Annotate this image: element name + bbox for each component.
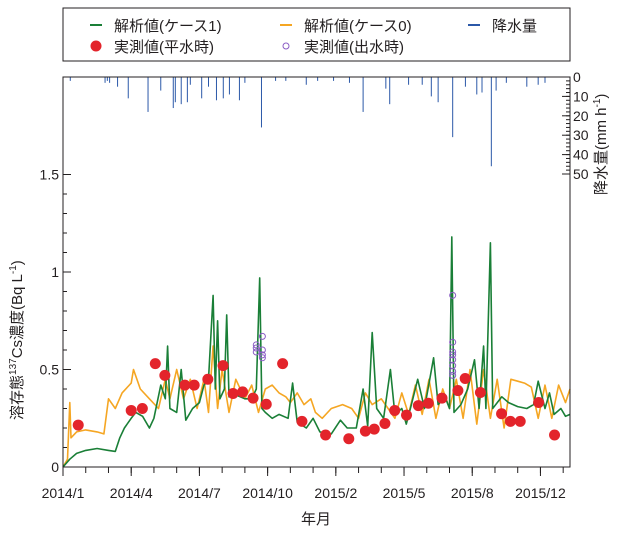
point-obs-flood	[449, 351, 457, 359]
y2-tick-label: 40	[573, 147, 589, 163]
y2-tick-label: 0	[573, 69, 581, 85]
point-obs-base	[514, 415, 526, 427]
point-obs-base	[459, 372, 471, 384]
series-line-case1	[62, 236, 571, 468]
point-obs-base	[159, 369, 171, 381]
y2-tick-label: 10	[573, 88, 589, 104]
x-tick-label: 2015/2	[314, 485, 357, 501]
point-obs-flood	[449, 291, 457, 299]
legend-label-rain: 降水量	[492, 18, 537, 35]
legend-label-obs-base: 実測値(平水時)	[114, 39, 214, 56]
y-axis-label: 溶存態137Cs濃度(Bq L-1)	[8, 260, 26, 420]
x-tick-label: 2015/8	[451, 485, 494, 501]
point-obs-base	[504, 415, 516, 427]
y-tick-label: 0	[51, 459, 59, 475]
point-obs-base	[320, 429, 332, 441]
point-obs-base	[401, 409, 413, 421]
legend-label-case0: 解析値(ケース0)	[304, 18, 412, 35]
legend: 解析値(ケース1) 解析値(ケース0) 降水量 実測値(平水時) 実測値(出水時…	[62, 7, 571, 62]
y2-axis-label: 降水量(mm h-1)	[592, 94, 610, 195]
point-obs-base	[389, 404, 401, 416]
point-obs-base	[296, 415, 308, 427]
x-tick-label: 2014/7	[178, 485, 221, 501]
legend-marker-obs-flood	[282, 42, 290, 50]
point-obs-flood	[252, 348, 260, 356]
point-obs-base	[379, 418, 391, 430]
y2-tick-label: 30	[573, 127, 589, 143]
y2-tick-label: 50	[573, 166, 589, 182]
point-obs-flood	[449, 367, 457, 375]
point-obs-base	[436, 392, 448, 404]
point-obs-flood	[258, 354, 266, 362]
point-obs-base	[179, 379, 191, 391]
point-obs-base	[277, 358, 289, 370]
point-obs-base	[188, 379, 200, 391]
legend-box	[62, 7, 571, 62]
legend-label-case1: 解析値(ケース1)	[114, 18, 222, 35]
x-tick-label: 2014/10	[242, 485, 293, 501]
point-obs-flood	[252, 341, 260, 349]
point-obs-base	[136, 403, 148, 414]
point-obs-base	[247, 392, 259, 404]
point-obs-base	[496, 408, 508, 420]
point-obs-base	[202, 373, 214, 385]
point-obs-base	[260, 398, 272, 410]
y-tick-label: 1	[51, 264, 59, 280]
point-obs-base	[368, 423, 380, 435]
plot-area: 2014/1 2014/4 2014/7 2014/10 2015/2 2015/5 201…	[40, 69, 589, 501]
point-obs-flood	[258, 351, 266, 359]
x-tick-label: 2015/5	[383, 485, 426, 501]
point-obs-base	[549, 429, 561, 441]
point-obs-base	[474, 387, 486, 399]
point-obs-base	[237, 386, 249, 398]
point-obs-base	[533, 396, 545, 408]
point-obs-base	[343, 433, 355, 445]
x-axis-label: 年月	[301, 511, 331, 528]
point-obs-base	[149, 358, 161, 370]
legend-marker-obs-base	[90, 40, 102, 52]
point-obs-flood	[449, 338, 457, 346]
point-obs-base	[72, 419, 84, 431]
point-obs-base	[227, 387, 239, 399]
point-obs-flood	[449, 371, 457, 379]
y-tick-label: 0.5	[40, 362, 60, 378]
point-obs-flood	[449, 348, 457, 356]
legend-label-obs-flood: 実測値(出水時)	[304, 39, 404, 56]
x-tick-label: 2014/1	[42, 485, 85, 501]
point-obs-flood	[258, 332, 266, 340]
point-obs-flood	[258, 346, 266, 354]
point-obs-base	[359, 425, 371, 437]
y-tick-label: 1.5	[40, 167, 60, 183]
x-tick-label: 2014/4	[110, 485, 153, 501]
point-obs-flood	[252, 344, 260, 352]
point-obs-base	[217, 360, 229, 372]
x-tick-label: 2015/12	[515, 485, 566, 501]
point-obs-base	[125, 404, 137, 416]
point-obs-base	[412, 400, 424, 412]
y2-tick-label: 20	[573, 108, 589, 124]
point-obs-base	[422, 397, 434, 409]
point-obs-base	[452, 385, 464, 397]
